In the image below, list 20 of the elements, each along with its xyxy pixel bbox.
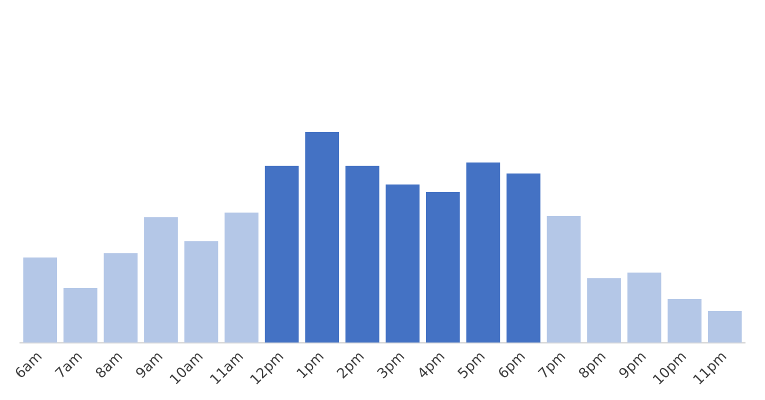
bar: [466, 162, 500, 343]
bar: [386, 184, 420, 343]
x-tick-label: 6am: [12, 348, 46, 382]
bar: [184, 241, 218, 343]
bar: [426, 192, 460, 343]
bar: [224, 212, 258, 343]
x-tick-label: 4pm: [414, 348, 448, 382]
bar: [627, 272, 662, 343]
bar: [305, 132, 339, 343]
bar: [264, 166, 299, 343]
bar: [506, 173, 540, 343]
bar: [23, 258, 58, 343]
bar: [345, 166, 380, 343]
bar: [708, 311, 742, 343]
bar: [587, 278, 621, 343]
bar: [668, 299, 702, 343]
bar: [546, 216, 581, 343]
bar: [104, 253, 138, 343]
bar: [144, 217, 178, 343]
bar: [64, 288, 98, 343]
